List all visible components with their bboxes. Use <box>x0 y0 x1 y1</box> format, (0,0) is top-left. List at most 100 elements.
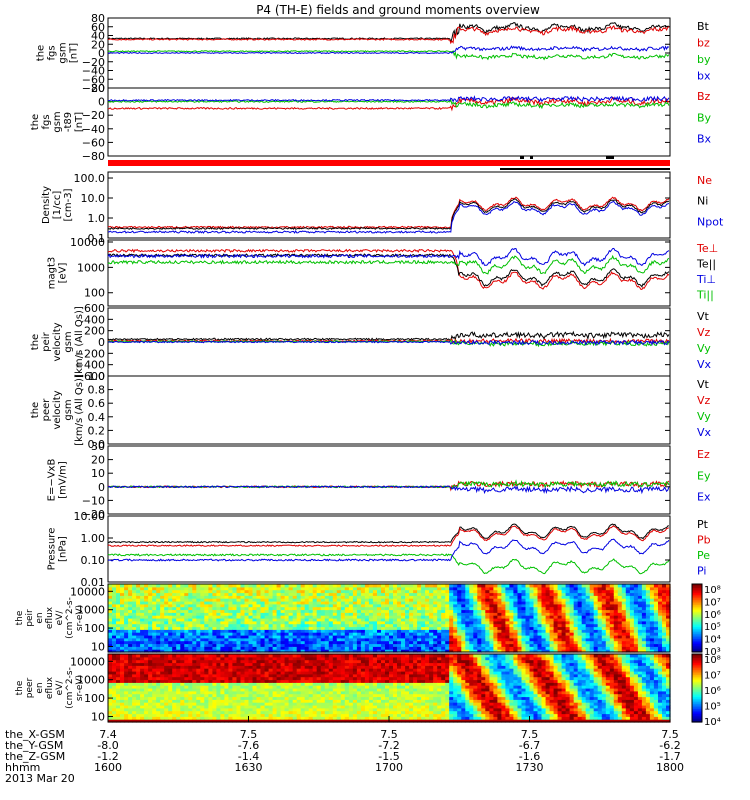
spectro-cell <box>457 589 462 594</box>
spectro-cell <box>224 598 229 602</box>
spectro-cell <box>160 612 165 616</box>
spectro-cell <box>208 713 213 717</box>
spectro-cell <box>493 603 498 608</box>
spectro-cell <box>324 612 330 616</box>
spectro-cell <box>112 676 117 681</box>
spectro-cell <box>521 640 527 645</box>
spectro-cell <box>192 682 197 686</box>
spectro-cell <box>244 632 250 636</box>
y-axis-label: peir <box>41 331 52 351</box>
spectro-cell <box>545 629 551 633</box>
spectro-cell <box>300 671 306 675</box>
spectro-cell <box>312 595 318 599</box>
spectro-cell <box>184 618 189 622</box>
spectro-cell <box>232 673 237 678</box>
spectro-cell <box>260 603 266 608</box>
spectro-cell <box>112 659 117 664</box>
spectro-cell <box>236 626 242 630</box>
spectro-cell <box>244 649 250 653</box>
spectro-cell <box>120 629 125 633</box>
spectro-cell <box>140 595 145 599</box>
spectro-cell <box>513 632 518 636</box>
spectro-cell <box>144 716 149 720</box>
spectro-cell <box>485 643 490 647</box>
spectro-cell <box>356 606 362 611</box>
spectro-cell <box>328 584 334 588</box>
spectro-cell <box>336 598 342 602</box>
spectro-cell <box>124 618 129 622</box>
spectro-cell <box>200 646 205 650</box>
spectro-cell <box>513 618 518 622</box>
spectro-cell <box>264 716 270 720</box>
spectro-cell <box>116 606 121 611</box>
spectro-cell <box>264 671 270 675</box>
spectro-cell <box>236 713 242 717</box>
spectro-cell <box>417 598 422 602</box>
spectro-cell <box>521 592 527 596</box>
spectro-cell <box>248 679 254 683</box>
spectro-cell <box>300 693 306 698</box>
spectro-cell <box>252 676 258 681</box>
spectro-cell <box>581 606 587 611</box>
spectro-cell <box>489 601 494 605</box>
spectro-cell <box>344 635 350 639</box>
spectro-cell <box>621 584 627 588</box>
spectro-cell <box>469 632 474 636</box>
spectro-cell <box>276 693 282 698</box>
spectro-cell <box>316 646 322 650</box>
spectro-cell <box>645 612 651 616</box>
spectro-cell <box>244 676 250 681</box>
spectro-cell <box>172 713 177 717</box>
spectro-cell <box>120 612 125 616</box>
spectro-cell <box>204 688 209 692</box>
spectro-cell <box>264 719 270 723</box>
y-axis-label: fgs <box>41 114 52 129</box>
spectro-cell <box>308 601 314 605</box>
spectro-cell <box>260 615 266 619</box>
spectro-cell <box>300 719 306 723</box>
spectro-cell <box>244 673 250 678</box>
spectro-cell <box>276 690 282 695</box>
spectro-cell <box>276 719 282 723</box>
spectro-cell <box>184 601 189 605</box>
spectro-cell <box>401 618 406 622</box>
spectro-cell <box>184 676 189 681</box>
spectro-cell <box>613 615 619 619</box>
spectro-cell <box>280 635 286 639</box>
spectro-cell <box>637 609 643 613</box>
spectro-cell <box>260 685 266 689</box>
spectro-cell <box>272 598 278 602</box>
spectro-cell <box>389 589 394 594</box>
spectro-cell <box>553 584 559 588</box>
spectro-cell <box>501 584 506 588</box>
spectro-cell <box>108 598 113 602</box>
spectro-cell <box>429 620 434 625</box>
legend-entry: Ey <box>697 469 711 482</box>
spectro-cell <box>449 595 454 599</box>
spectro-cell <box>344 612 350 616</box>
spectro-cell <box>256 623 262 628</box>
spectro-cell <box>629 649 635 653</box>
spectro-cell <box>517 603 523 608</box>
spectro-cell <box>405 643 410 647</box>
spectro-cell <box>160 671 165 675</box>
spectro-cell <box>649 586 655 591</box>
spectro-cell <box>525 601 531 605</box>
spectro-cell <box>236 598 242 602</box>
spectro-cell <box>152 603 157 608</box>
spectro-cell <box>497 603 502 608</box>
spectro-cell <box>204 685 209 689</box>
spectro-cell <box>176 629 181 633</box>
spectro-cell <box>228 713 233 717</box>
spectro-cell <box>549 586 555 591</box>
spectro-cell <box>120 643 125 647</box>
spectro-cell <box>433 618 438 622</box>
spectro-cell <box>196 584 201 588</box>
spectro-cell <box>316 589 322 594</box>
spectro-cell <box>216 656 221 661</box>
spectro-cell <box>521 601 527 605</box>
spectro-cell <box>601 629 607 633</box>
spectro-cell <box>180 719 185 723</box>
spectro-cell <box>140 679 145 683</box>
